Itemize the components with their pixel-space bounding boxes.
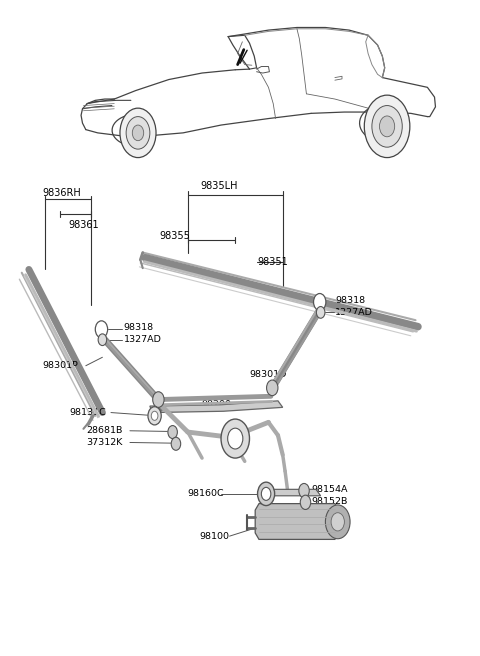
Circle shape — [153, 392, 164, 407]
Circle shape — [120, 108, 156, 157]
Circle shape — [151, 411, 158, 420]
Circle shape — [221, 419, 250, 458]
Text: 98301D: 98301D — [250, 371, 287, 379]
Text: 98318: 98318 — [124, 323, 154, 333]
Circle shape — [168, 426, 178, 439]
Circle shape — [98, 334, 107, 346]
Circle shape — [364, 95, 410, 157]
Circle shape — [380, 116, 395, 136]
Circle shape — [228, 428, 243, 449]
Text: 1327AD: 1327AD — [124, 335, 162, 344]
Text: 98152B: 98152B — [311, 497, 348, 506]
Circle shape — [299, 483, 309, 498]
Text: 9836RH: 9836RH — [42, 188, 81, 197]
Circle shape — [126, 117, 150, 149]
Text: 98154A: 98154A — [311, 485, 348, 494]
Text: 98361: 98361 — [68, 220, 99, 230]
Circle shape — [331, 513, 344, 531]
Circle shape — [171, 438, 180, 450]
Text: 98100: 98100 — [200, 531, 229, 541]
Text: 98355: 98355 — [159, 231, 190, 241]
Polygon shape — [261, 489, 321, 496]
Circle shape — [372, 106, 402, 147]
Circle shape — [316, 306, 325, 318]
Text: 37312K: 37312K — [86, 438, 122, 447]
Text: 1327AD: 1327AD — [335, 308, 373, 317]
Polygon shape — [255, 504, 339, 539]
Text: 98318: 98318 — [335, 296, 365, 305]
Text: 9835LH: 9835LH — [200, 181, 238, 191]
Circle shape — [96, 321, 108, 338]
Circle shape — [258, 482, 275, 506]
Circle shape — [266, 380, 278, 396]
Text: 98131C: 98131C — [69, 408, 106, 417]
Text: 98160C: 98160C — [188, 489, 225, 499]
Circle shape — [300, 495, 311, 510]
Circle shape — [261, 487, 271, 501]
Circle shape — [132, 125, 144, 140]
Polygon shape — [150, 401, 283, 413]
Circle shape — [325, 505, 350, 539]
Text: 98200: 98200 — [201, 400, 231, 409]
Text: 98351: 98351 — [258, 256, 288, 266]
Text: 28681B: 28681B — [86, 426, 122, 436]
Text: 98301P: 98301P — [42, 361, 78, 370]
Circle shape — [313, 293, 326, 310]
Circle shape — [148, 407, 161, 425]
